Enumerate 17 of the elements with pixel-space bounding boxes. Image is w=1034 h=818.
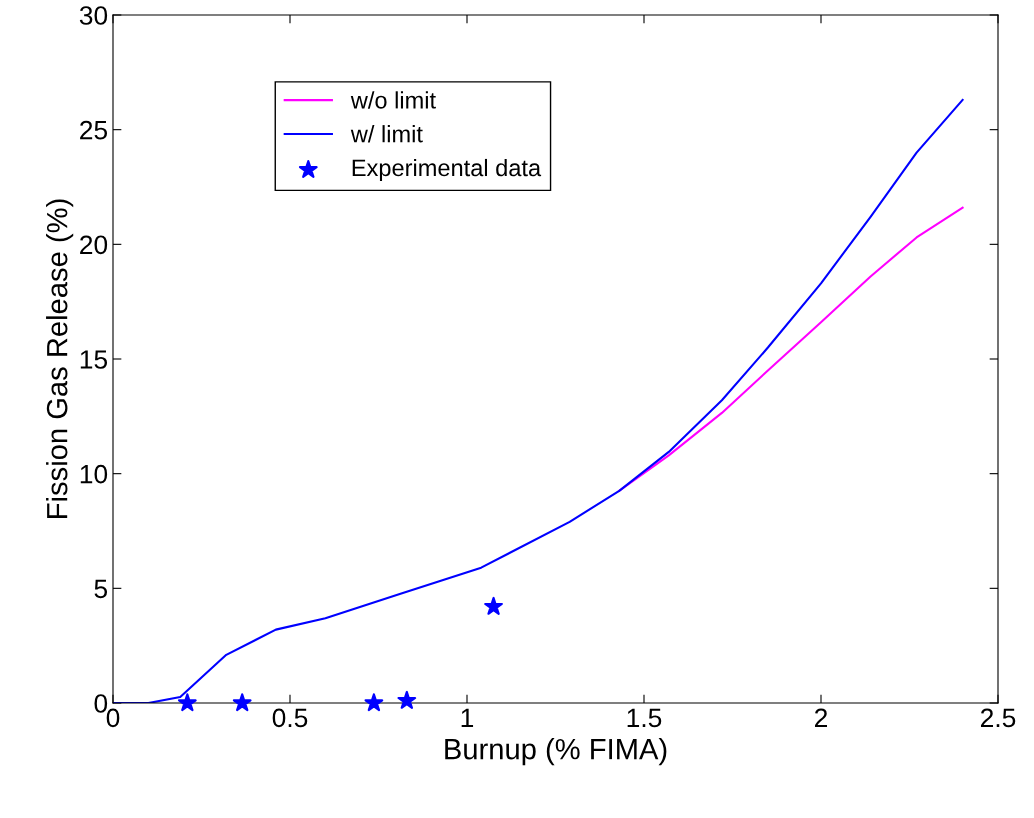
y-tick-label: 5 [94,579,108,599]
y-tick-label: 20 [80,235,108,255]
y-tick-label: 15 [80,350,108,369]
y-tick-label: 25 [80,120,108,140]
legend-label: Experimental data [352,158,542,181]
y-tick-label: 10 [80,464,108,484]
y-axis-title: Fission Gas Release (%) [46,199,74,518]
x-axis-title: Burnup (% FIMA) [445,738,667,766]
x-tick-label: 2 [814,708,828,727]
x-tick-label: 1 [461,708,474,727]
y-tick-label: 0 [94,694,108,713]
legend-label: w/ limit [350,125,423,143]
x-tick-label: 0.5 [272,708,308,728]
x-tick-label: 2.5 [980,708,1016,728]
legend-label: w/o limit [350,91,436,109]
x-tick-label: 1.5 [627,708,662,728]
y-tick-label: 30 [79,6,108,25]
